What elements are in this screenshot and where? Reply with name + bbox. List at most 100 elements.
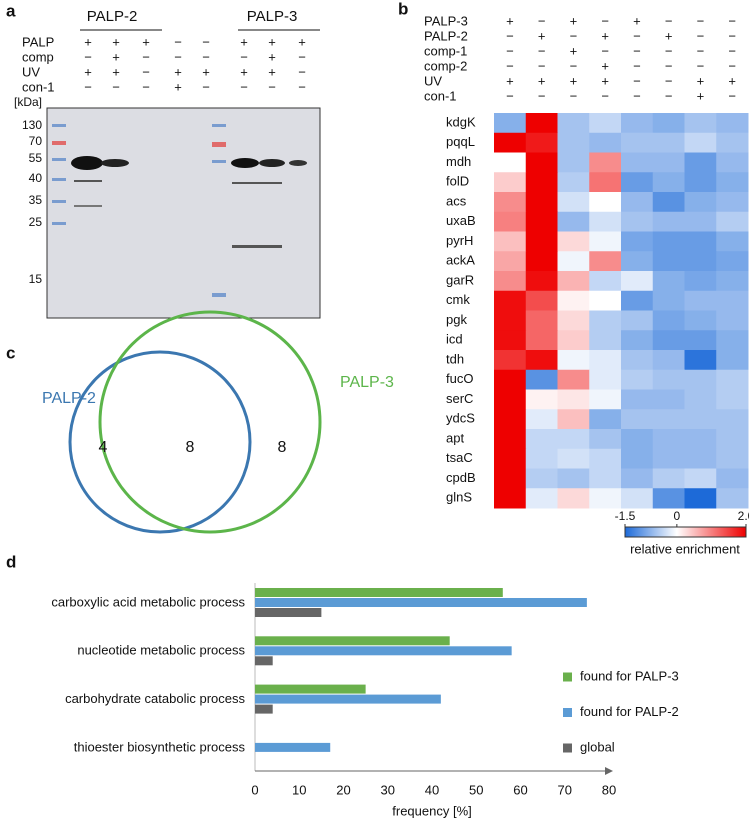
heatmap-cell	[716, 113, 749, 134]
heatmap-cell	[684, 271, 717, 292]
venn-circle	[98, 310, 322, 534]
condition-mark: +	[298, 34, 306, 49]
heatmap-cell	[525, 152, 558, 173]
x-tick-label: 0	[251, 782, 258, 797]
row-label: apt	[446, 430, 464, 445]
heatmap-cell	[557, 290, 590, 311]
heatmap-cell	[652, 429, 685, 450]
heatmap-cell	[716, 409, 749, 430]
condition-mark: +	[570, 73, 578, 88]
panel-label: b	[398, 0, 408, 18]
heatmap-cell	[557, 113, 590, 134]
heatmap-cell	[621, 429, 654, 450]
condition-mark: −	[538, 13, 546, 28]
colorbar-tick-label: 0	[674, 509, 681, 523]
condition-mark: +	[268, 49, 276, 64]
heatmap-cell	[716, 192, 749, 213]
heatmap-cell	[621, 330, 654, 351]
heatmap-cell	[716, 132, 749, 153]
row-label: serC	[446, 391, 473, 406]
condition-label: UV	[424, 73, 442, 88]
heatmap-cell	[684, 172, 717, 193]
legend-label: global	[580, 739, 615, 754]
category-label: nucleotide metabolic process	[77, 643, 245, 658]
panel-label: c	[6, 343, 15, 362]
condition-mark: +	[601, 28, 609, 43]
row-label: tdh	[446, 351, 464, 366]
condition-label: comp-1	[424, 43, 467, 58]
colorbar-tick-label: -1.5	[615, 509, 636, 523]
colorbar-tick-label: 2.0	[738, 509, 749, 523]
heatmap-cell	[557, 409, 590, 430]
condition-mark: −	[570, 58, 578, 73]
heatmap-cell	[716, 172, 749, 193]
heatmap-cell	[621, 211, 654, 232]
heatmap-cell	[652, 448, 685, 469]
heatmap-cell	[494, 172, 527, 193]
bar	[255, 588, 503, 597]
heatmap-cell	[589, 330, 622, 351]
condition-mark: +	[506, 13, 514, 28]
condition-mark: −	[728, 43, 736, 58]
heatmap-cell	[525, 211, 558, 232]
mw-label: 70	[29, 134, 43, 148]
heatmap-cell	[684, 330, 717, 351]
heatmap-cell	[652, 488, 685, 509]
venn-count: 8	[186, 439, 195, 456]
heatmap-cell	[684, 310, 717, 331]
row-label: fucO	[446, 371, 473, 386]
heatmap-cell	[589, 152, 622, 173]
heatmap-cell	[589, 271, 622, 292]
heatmap-cell	[621, 231, 654, 252]
heatmap-cell	[525, 468, 558, 489]
heatmap-cell	[652, 369, 685, 390]
ladder-band	[52, 124, 66, 127]
heatmap-cell	[525, 310, 558, 331]
colorbar	[624, 526, 747, 538]
condition-label: PALP-3	[424, 13, 468, 28]
heatmap-cell	[652, 192, 685, 213]
blot-membrane	[46, 107, 321, 319]
heatmap-cell	[494, 211, 527, 232]
row-label: ackA	[446, 253, 475, 268]
condition-mark: −	[298, 49, 306, 64]
condition-mark: −	[142, 79, 150, 94]
blot-band	[74, 180, 102, 182]
axis-arrow	[605, 767, 613, 775]
heatmap-cell	[589, 251, 622, 272]
heatmap-cell	[525, 113, 558, 134]
heatmap-cell	[589, 389, 622, 410]
ladder-band	[52, 222, 66, 225]
condition-label: con-1	[424, 88, 457, 103]
heatmap-cell	[621, 132, 654, 153]
heatmap-cell	[716, 468, 749, 489]
condition-mark: −	[633, 88, 641, 103]
heatmap-cell	[525, 350, 558, 371]
condition-mark: +	[112, 34, 120, 49]
heatmap-cell	[525, 448, 558, 469]
row-label: ydcS	[446, 411, 475, 426]
heatmap-cell	[652, 330, 685, 351]
row-label: mdh	[446, 154, 471, 169]
x-tick-label: 30	[381, 782, 395, 797]
condition-mark: +	[570, 43, 578, 58]
heatmap-cell	[589, 231, 622, 252]
blot-band	[74, 205, 102, 207]
x-tick-label: 80	[602, 782, 616, 797]
row-label: cpdB	[446, 470, 476, 485]
heatmap-cell	[589, 350, 622, 371]
condition-label: UV	[22, 64, 40, 79]
bar	[255, 656, 273, 666]
condition-mark: −	[665, 58, 673, 73]
heatmap-cell	[684, 369, 717, 390]
row-label: pqqL	[446, 134, 475, 149]
heatmap-cell	[494, 448, 527, 469]
heatmap-cell	[589, 132, 622, 153]
mw-label: 15	[29, 272, 43, 286]
heatmap-cell	[621, 369, 654, 390]
bar	[255, 684, 366, 694]
condition-label: PALP	[22, 34, 54, 49]
condition-mark: −	[728, 88, 736, 103]
blot-band	[232, 245, 282, 248]
heatmap-cell	[589, 310, 622, 331]
